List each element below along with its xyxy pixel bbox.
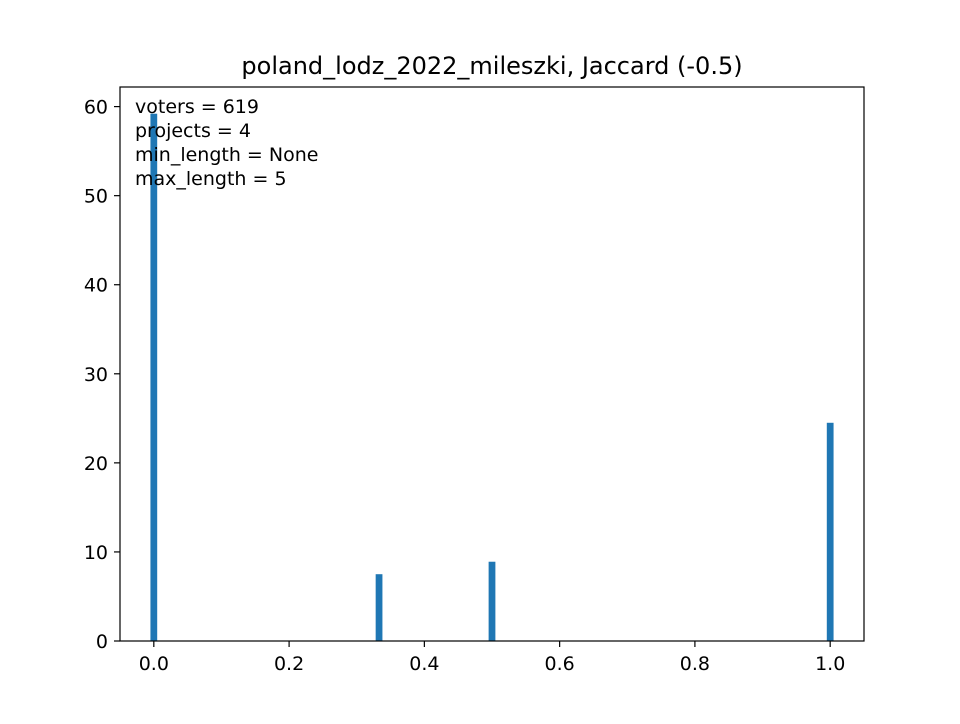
y-tick-label: 50 bbox=[84, 186, 108, 208]
axes-layer: 0.0 0.2 0.4 0.6 0.8 1.0 0 10 20 30 40 50 60 bbox=[84, 86, 865, 675]
y-tick-label: 10 bbox=[84, 542, 108, 564]
y-tick-label: 0 bbox=[96, 631, 108, 653]
annotation-line: min_length = None bbox=[135, 144, 318, 166]
bar-3 bbox=[826, 422, 834, 641]
x-tick-label: 0.0 bbox=[139, 653, 169, 675]
annotation-line: max_length = 5 bbox=[135, 168, 287, 190]
chart-title: poland_lodz_2022_mileszki, Jaccard (-0.5… bbox=[241, 52, 742, 80]
bar-1 bbox=[375, 574, 383, 641]
x-tick-label: 0.4 bbox=[409, 653, 439, 675]
plot-frame bbox=[119, 86, 865, 642]
bar-0 bbox=[150, 113, 158, 641]
y-tick-label: 40 bbox=[84, 275, 108, 297]
x-tick-label: 0.8 bbox=[680, 653, 710, 675]
x-tick-label: 1.0 bbox=[815, 653, 845, 675]
y-tick-label: 20 bbox=[84, 453, 108, 475]
bar-2 bbox=[488, 561, 496, 641]
bars-layer bbox=[150, 113, 834, 641]
x-tick-label: 0.2 bbox=[274, 653, 304, 675]
x-tick-label: 0.6 bbox=[545, 653, 575, 675]
annotation-line: voters = 619 bbox=[135, 96, 259, 118]
annotation-line: projects = 4 bbox=[135, 120, 251, 142]
y-tick-label: 30 bbox=[84, 364, 108, 386]
y-tick-label: 60 bbox=[84, 97, 108, 119]
